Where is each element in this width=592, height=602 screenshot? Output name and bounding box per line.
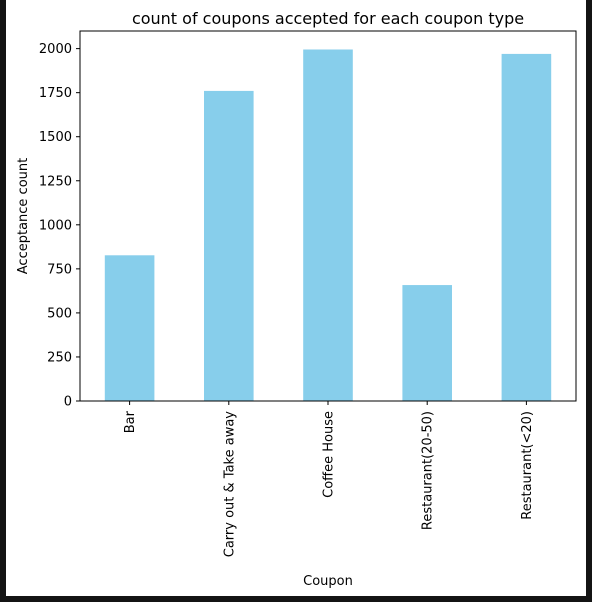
figure-background bbox=[6, 0, 586, 596]
x-tick-label-0: Bar bbox=[123, 410, 138, 433]
x-tick-label-1: Carry out & Take away bbox=[222, 411, 237, 558]
y-tick-label-7: 1750 bbox=[39, 86, 72, 101]
y-axis-label: Acceptance count bbox=[16, 158, 31, 274]
y-tick-label-2: 500 bbox=[47, 306, 72, 321]
y-tick-label-1: 250 bbox=[47, 350, 72, 365]
bars-group bbox=[104, 49, 552, 402]
x-axis-ticks: Bar Carry out & Take away Coffee House Rest… bbox=[123, 401, 535, 557]
bar-4 bbox=[501, 53, 552, 402]
bar-0 bbox=[104, 255, 155, 401]
y-axis-ticks: 0 250 500 750 1000 1250 1500 1750 2000 bbox=[39, 42, 80, 410]
y-tick-label-3: 750 bbox=[47, 262, 72, 277]
x-axis-label: Coupon bbox=[303, 574, 353, 589]
y-tick-label-0: 0 bbox=[64, 395, 72, 410]
x-tick-label-3: Restaurant(20-50) bbox=[421, 411, 436, 530]
bar-2 bbox=[303, 49, 353, 401]
y-tick-label-8: 2000 bbox=[39, 42, 72, 57]
plot-frame bbox=[79, 30, 577, 402]
bar-3 bbox=[402, 285, 452, 401]
y-tick-label-6: 1500 bbox=[39, 130, 72, 145]
x-tick-label-4: Restaurant(<20) bbox=[520, 411, 535, 520]
y-tick-label-4: 1000 bbox=[39, 218, 72, 233]
bar-1 bbox=[204, 90, 254, 402]
y-tick-label-5: 1250 bbox=[39, 174, 72, 189]
x-tick-label-2: Coffee House bbox=[322, 411, 337, 498]
chart-title: count of coupons accepted for each coupo… bbox=[132, 9, 524, 28]
